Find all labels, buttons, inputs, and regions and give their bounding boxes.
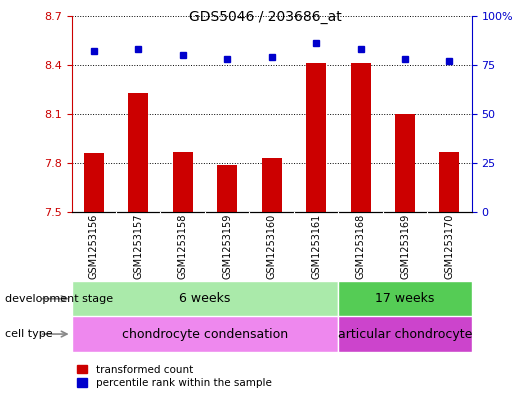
Text: 17 weeks: 17 weeks	[375, 292, 435, 305]
Bar	[338, 281, 472, 316]
Text: GSM1253158: GSM1253158	[178, 214, 188, 279]
Text: cell type: cell type	[5, 329, 53, 339]
Text: GSM1253170: GSM1253170	[445, 214, 454, 279]
Text: GSM1253156: GSM1253156	[89, 214, 99, 279]
Bar	[350, 63, 370, 212]
Text: GSM1253161: GSM1253161	[311, 214, 321, 279]
Bar	[217, 165, 237, 212]
Bar	[338, 316, 472, 352]
Text: articular chondrocyte: articular chondrocyte	[338, 327, 472, 341]
Text: development stage: development stage	[5, 294, 113, 304]
Bar	[262, 158, 281, 212]
Bar	[72, 316, 338, 352]
Text: GSM1253169: GSM1253169	[400, 214, 410, 279]
Text: GSM1253159: GSM1253159	[222, 214, 232, 279]
Text: chondrocyte condensation: chondrocyte condensation	[122, 327, 288, 341]
Text: GDS5046 / 203686_at: GDS5046 / 203686_at	[189, 10, 341, 24]
Text: GSM1253168: GSM1253168	[356, 214, 366, 279]
Text: 6 weeks: 6 weeks	[179, 292, 231, 305]
Bar	[173, 152, 193, 212]
Legend: transformed count, percentile rank within the sample: transformed count, percentile rank withi…	[77, 365, 271, 388]
Bar	[128, 93, 148, 212]
Bar	[306, 63, 326, 212]
Text: GSM1253160: GSM1253160	[267, 214, 277, 279]
Bar	[395, 114, 415, 212]
Bar	[439, 152, 460, 212]
Bar	[72, 281, 338, 316]
Text: GSM1253157: GSM1253157	[133, 214, 143, 279]
Bar	[84, 153, 104, 212]
